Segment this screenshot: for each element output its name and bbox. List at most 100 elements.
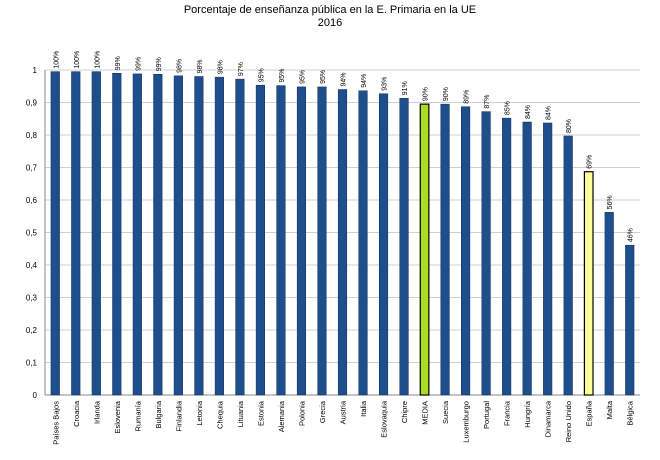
bar bbox=[543, 122, 553, 396]
x-tick-label: Chequia bbox=[215, 400, 224, 429]
bar bbox=[440, 103, 450, 396]
x-tick-label: Suecia bbox=[441, 400, 450, 424]
bar bbox=[276, 85, 286, 396]
x-tick-label: Polonia bbox=[297, 400, 306, 426]
data-label: 95% bbox=[299, 70, 306, 84]
data-label: 98% bbox=[217, 60, 224, 74]
bar bbox=[194, 76, 204, 396]
y-tick-label: 0,8 bbox=[26, 131, 38, 140]
data-label: 95% bbox=[279, 69, 286, 83]
data-label: 98% bbox=[197, 59, 204, 73]
bar bbox=[173, 75, 183, 396]
bar bbox=[71, 71, 81, 396]
y-tick-label: 0,3 bbox=[26, 294, 38, 303]
data-label: 84% bbox=[546, 106, 553, 120]
x-tick-label: Malta bbox=[605, 400, 614, 419]
x-tick-label: Francia bbox=[503, 400, 512, 426]
bar bbox=[502, 117, 512, 396]
x-tick-label: Hungría bbox=[523, 400, 532, 428]
bar bbox=[358, 90, 368, 396]
data-label: 56% bbox=[607, 195, 614, 209]
data-label: 93% bbox=[382, 77, 389, 91]
data-label: 94% bbox=[361, 74, 368, 88]
bar bbox=[50, 71, 60, 396]
x-tick-label: Reino Unido bbox=[564, 401, 573, 442]
data-label: 85% bbox=[505, 101, 512, 115]
bar bbox=[583, 171, 594, 396]
bar bbox=[419, 103, 430, 396]
bar bbox=[461, 106, 471, 396]
x-tick-label: Chipre bbox=[400, 401, 409, 423]
bar bbox=[378, 93, 389, 396]
x-tick-label: Eslovenia bbox=[113, 400, 122, 433]
x-tick-label: Luxemburgo bbox=[462, 401, 471, 443]
data-label: 99% bbox=[115, 56, 122, 70]
y-tick-label: 0,5 bbox=[26, 229, 38, 238]
x-tick-label: Austria bbox=[339, 400, 348, 424]
x-tick-label: España bbox=[585, 400, 594, 426]
y-tick-label: 0,2 bbox=[26, 326, 38, 335]
data-label: 100% bbox=[94, 51, 101, 69]
data-label: 91% bbox=[402, 81, 409, 95]
y-tick-label: 0,7 bbox=[26, 164, 38, 173]
data-label: 69% bbox=[587, 155, 594, 169]
data-label: 95% bbox=[258, 68, 265, 82]
y-tick-label: 1 bbox=[33, 66, 38, 75]
data-label: 97% bbox=[238, 62, 245, 76]
data-label: 95% bbox=[320, 70, 327, 84]
data-label: 99% bbox=[135, 57, 142, 71]
bar bbox=[625, 244, 635, 396]
data-label: 100% bbox=[74, 51, 81, 69]
data-label: 84% bbox=[525, 105, 532, 119]
x-tick-label: Portugal bbox=[482, 401, 491, 429]
x-tick-label: Finlandia bbox=[174, 400, 183, 431]
x-tick-label: Alemania bbox=[277, 400, 286, 432]
bar bbox=[317, 86, 327, 396]
bar bbox=[112, 73, 122, 396]
bar bbox=[522, 121, 532, 396]
x-tick-label: Irlanda bbox=[92, 400, 101, 424]
x-tick-label: Rumanía bbox=[133, 400, 142, 431]
x-tick-label: Italia bbox=[359, 400, 368, 417]
bar bbox=[296, 86, 307, 396]
x-tick-label: Eslovaquia bbox=[380, 400, 389, 438]
x-tick-label: Bélgica bbox=[626, 400, 635, 425]
x-tick-label: Países Bajos bbox=[51, 401, 60, 445]
x-tick-label: MEDIA bbox=[421, 401, 430, 425]
bar bbox=[91, 71, 101, 396]
bar bbox=[153, 73, 163, 396]
bar bbox=[399, 98, 409, 396]
bar bbox=[604, 212, 614, 396]
data-label: 90% bbox=[443, 87, 450, 101]
y-tick-label: 0,1 bbox=[26, 359, 38, 368]
y-tick-label: 0,6 bbox=[26, 196, 38, 205]
x-tick-label: Letonia bbox=[195, 400, 204, 425]
bar bbox=[235, 78, 245, 396]
x-tick-label: Grecia bbox=[318, 400, 327, 423]
data-label: 46% bbox=[628, 228, 635, 242]
data-label: 90% bbox=[423, 87, 430, 101]
bar bbox=[337, 89, 348, 396]
data-label: 80% bbox=[566, 119, 573, 133]
data-label: 87% bbox=[484, 95, 491, 109]
y-tick-label: 0,9 bbox=[26, 99, 38, 108]
bar bbox=[132, 73, 142, 396]
bar bbox=[563, 135, 573, 396]
x-tick-label: Lituania bbox=[236, 400, 245, 427]
y-tick-label: 0,4 bbox=[26, 261, 38, 270]
data-label: 99% bbox=[156, 57, 163, 71]
data-label: 100% bbox=[53, 51, 60, 69]
x-tick-label: Dinamarca bbox=[544, 400, 553, 437]
x-tick-label: Estonia bbox=[256, 400, 265, 426]
chart-subtitle: 2016 bbox=[317, 17, 343, 29]
data-label: 94% bbox=[341, 72, 348, 86]
data-label: 89% bbox=[464, 90, 471, 104]
bar bbox=[255, 85, 265, 396]
data-label: 98% bbox=[176, 59, 183, 73]
y-tick-label: 0 bbox=[33, 391, 38, 400]
x-tick-label: Croacia bbox=[72, 400, 81, 427]
bar bbox=[214, 76, 224, 396]
bar bbox=[481, 111, 491, 396]
